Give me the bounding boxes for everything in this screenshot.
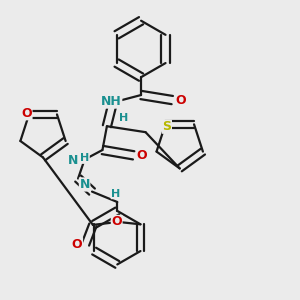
Text: S: S [162,120,171,133]
Text: H: H [111,189,120,199]
Text: NH: NH [101,95,122,108]
Text: N: N [80,178,90,191]
Text: O: O [21,107,32,120]
Text: H: H [80,153,89,163]
Text: O: O [175,94,186,106]
Text: O: O [72,238,83,251]
Text: N: N [68,154,78,166]
Text: H: H [118,113,128,123]
Text: O: O [111,215,122,228]
Text: O: O [137,149,147,162]
